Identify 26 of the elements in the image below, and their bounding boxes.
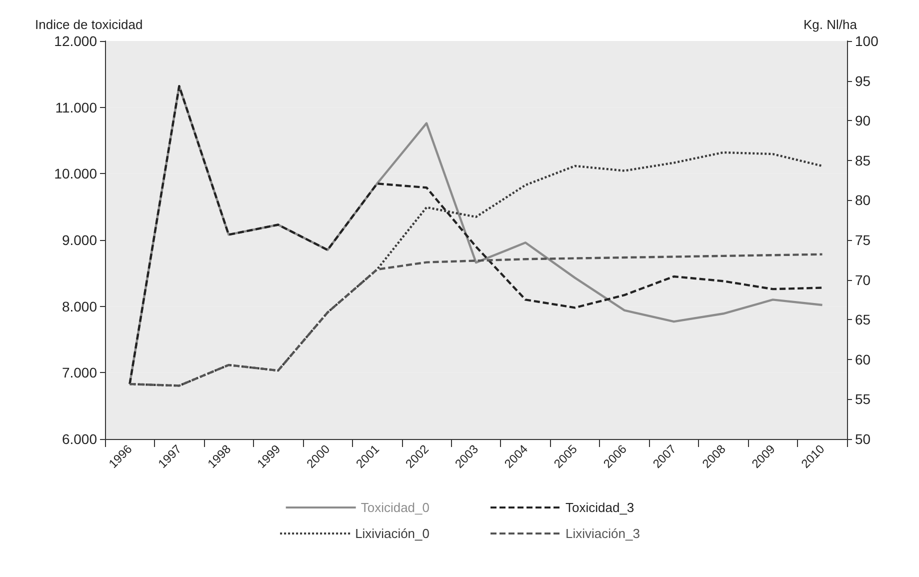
- y-tick-label: 6.000: [62, 431, 98, 447]
- y2-tick-label: 55: [855, 391, 871, 408]
- text: Lixiviación_0: [355, 526, 430, 541]
- y2-tick-label: 60: [855, 351, 871, 368]
- y2-tick-label: 75: [855, 232, 871, 248]
- y-tick-label: 7.000: [62, 364, 98, 381]
- y-tick-label: 10.000: [54, 166, 98, 182]
- y2-tick-label: 50: [855, 431, 871, 447]
- y2-tick-label: 90: [855, 112, 871, 129]
- y2-tick-label: 70: [855, 272, 871, 288]
- text: Toxicidad_0: [360, 500, 430, 515]
- y2-tick-label: 80: [855, 192, 871, 208]
- text: Lixiviación_3: [566, 526, 640, 541]
- y-tick-label: 12.000: [54, 33, 98, 49]
- line-series: [128, 85, 824, 386]
- y2-axis-title: Kg. Nl/ha: [804, 17, 858, 32]
- y2-tick-label: 95: [855, 72, 871, 89]
- y-tick-label: 9.000: [62, 232, 98, 248]
- y-tick-label: 8.000: [62, 298, 98, 314]
- y2-tick-label: 100: [855, 33, 879, 49]
- y2-tick-label: 65: [855, 312, 871, 328]
- y2-tick-label: 85: [855, 152, 871, 168]
- y-tick-label: 11.000: [55, 99, 98, 116]
- text: Toxicidad_3: [566, 500, 634, 515]
- y-axis-title: Indice de toxicidad: [35, 17, 143, 32]
- line-series: [128, 253, 824, 387]
